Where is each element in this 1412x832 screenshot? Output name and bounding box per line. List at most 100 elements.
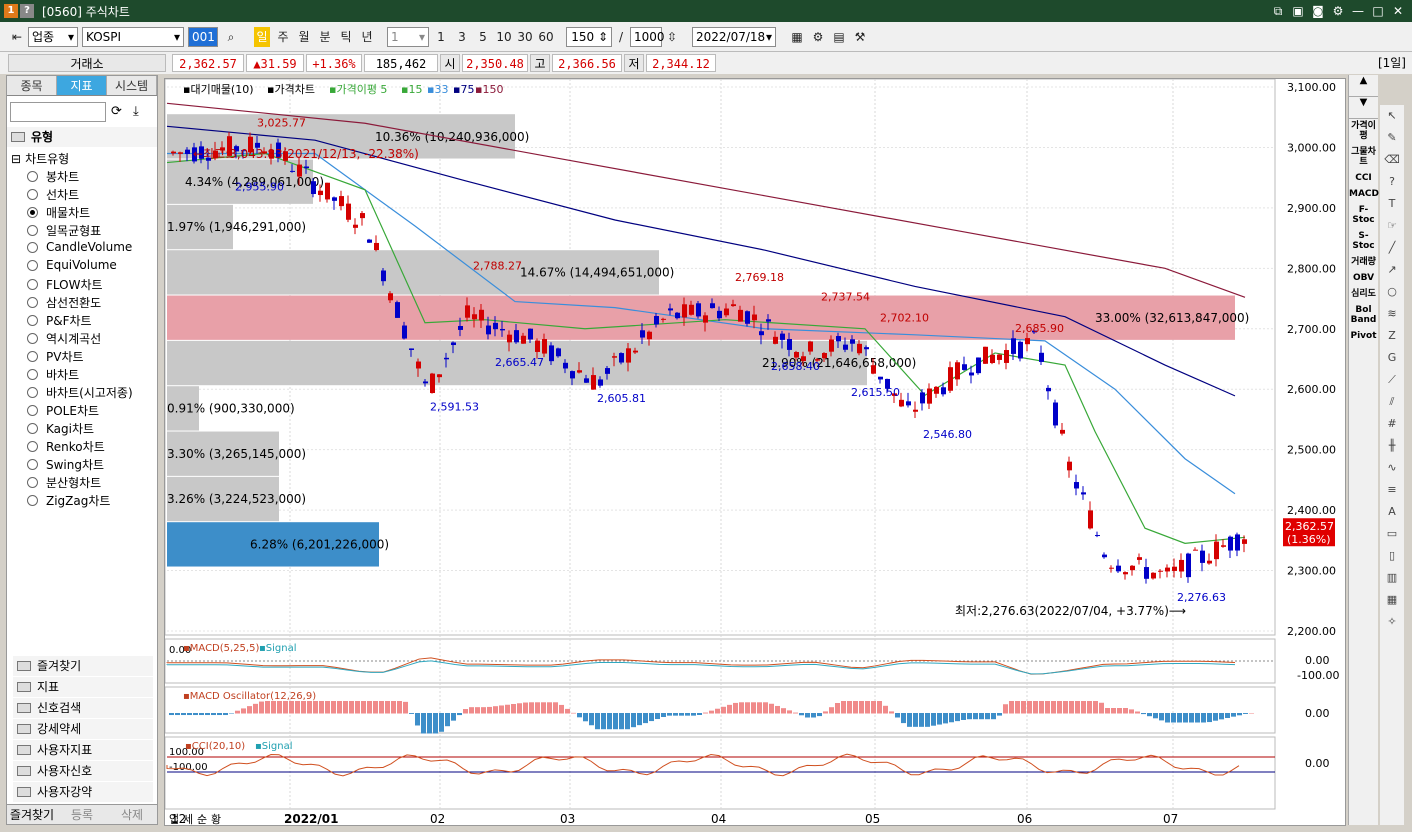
chart-type-item[interactable]: ZigZag차트 bbox=[27, 492, 110, 509]
tab-favorites[interactable]: 즐겨찾기 bbox=[9, 808, 55, 822]
folder-item[interactable]: 신호검색 bbox=[13, 698, 153, 718]
refresh-icon[interactable]: ⟳ bbox=[111, 104, 122, 119]
chart-type-item[interactable]: Swing차트 bbox=[27, 456, 104, 473]
indicator-button[interactable]: MACD bbox=[1349, 189, 1379, 199]
radio-icon[interactable] bbox=[27, 207, 38, 218]
stepper-icon[interactable]: ⇳ bbox=[666, 30, 678, 44]
grid-icon[interactable]: # bbox=[1387, 417, 1397, 430]
indicator-button[interactable]: Pivot bbox=[1350, 331, 1377, 341]
folder-item[interactable]: 즐겨찾기 bbox=[13, 656, 153, 676]
chart-type-item[interactable]: Renko차트 bbox=[27, 438, 105, 455]
interval-3[interactable]: 3 bbox=[458, 30, 466, 44]
ray-icon[interactable]: ↗ bbox=[1387, 263, 1397, 276]
print-icon[interactable]: ▤ bbox=[833, 30, 845, 44]
date-select[interactable]: 2022/07/18 ▾ bbox=[692, 27, 776, 47]
circle-icon[interactable]: ○ bbox=[1387, 285, 1397, 298]
total-input[interactable]: 1000 bbox=[630, 27, 665, 47]
section-type[interactable]: 유형 bbox=[7, 127, 157, 147]
level-icon[interactable]: ≡ bbox=[1387, 483, 1397, 496]
chart-type-item[interactable]: 바차트 bbox=[27, 366, 79, 383]
bar-chart-icon[interactable]: ▥ bbox=[1386, 571, 1398, 584]
text-icon[interactable]: T bbox=[1388, 197, 1396, 210]
interval-5[interactable]: 5 bbox=[479, 30, 487, 44]
radio-icon[interactable] bbox=[27, 225, 38, 236]
maximize-icon[interactable]: □ bbox=[1372, 4, 1384, 18]
chart-type-item[interactable]: 매물차트 bbox=[27, 204, 90, 221]
indicator-button[interactable]: 거래량 bbox=[1351, 257, 1376, 267]
period-week[interactable]: 주 bbox=[277, 30, 289, 44]
tab-indicators[interactable]: 지표 bbox=[57, 76, 107, 95]
pen-icon[interactable]: ✎ bbox=[1387, 131, 1397, 144]
gann-icon[interactable]: G bbox=[1387, 351, 1397, 364]
folder-item[interactable]: 지표 bbox=[13, 677, 153, 697]
filter-input[interactable] bbox=[10, 102, 106, 122]
indicator-button[interactable]: 그물차트 bbox=[1351, 147, 1376, 167]
wave-icon[interactable]: ∿ bbox=[1387, 461, 1397, 474]
indicator-button[interactable]: Bol Band bbox=[1350, 305, 1377, 325]
chart-type-item[interactable]: 역시계곡선 bbox=[27, 330, 101, 347]
index-select[interactable]: KOSPI ▾ bbox=[82, 27, 184, 47]
chart-type-item[interactable]: 일목균형표 bbox=[27, 222, 101, 239]
folder-item[interactable]: 사용자지표 bbox=[13, 740, 153, 760]
tab-system[interactable]: 시스템 bbox=[107, 76, 157, 95]
hand-icon[interactable]: ☞ bbox=[1387, 219, 1397, 232]
question-icon[interactable]: ? bbox=[1389, 175, 1395, 188]
period-tick[interactable]: 틱 bbox=[340, 30, 352, 44]
prev-icon[interactable]: ⇤ bbox=[11, 30, 23, 44]
interval-60[interactable]: 60 bbox=[538, 30, 554, 44]
folder-item[interactable]: 사용자강약 bbox=[13, 782, 153, 802]
save-icon[interactable]: ▣ bbox=[1292, 4, 1304, 18]
period-day[interactable]: 일 bbox=[254, 27, 270, 47]
line-icon[interactable]: ╱ bbox=[1388, 241, 1396, 254]
chart-type-item[interactable]: EquiVolume bbox=[27, 258, 117, 272]
auto-icon[interactable]: A bbox=[1388, 505, 1396, 518]
interval-select[interactable]: 1 ▾ bbox=[387, 27, 429, 47]
doc-icon[interactable]: ▯ bbox=[1388, 549, 1396, 562]
scroll-up-icon[interactable]: ▲ bbox=[1349, 75, 1378, 97]
indicator-button[interactable]: S-Stoc bbox=[1352, 231, 1375, 251]
interval-10[interactable]: 10 bbox=[496, 30, 512, 44]
radio-icon[interactable] bbox=[27, 441, 38, 452]
wrench-icon[interactable]: ✧ bbox=[1387, 615, 1397, 628]
radio-icon[interactable] bbox=[27, 369, 38, 380]
chart-type-item[interactable]: 봉차트 bbox=[27, 168, 79, 185]
radio-icon[interactable] bbox=[27, 387, 38, 398]
radio-icon[interactable] bbox=[27, 189, 38, 200]
indicator-button[interactable]: OBV bbox=[1352, 273, 1375, 283]
chart-type-item[interactable]: 분산형차트 bbox=[27, 474, 101, 491]
fibo-icon[interactable]: ≋ bbox=[1387, 307, 1397, 320]
radio-icon[interactable] bbox=[27, 477, 38, 488]
chart-svg[interactable]: 12 2022/01 02 03 04 05 06 07 3,100.00 3,000.00 2,9… bbox=[164, 78, 1347, 827]
cursor-icon[interactable]: ↖ bbox=[1387, 109, 1397, 122]
radio-icon[interactable] bbox=[27, 333, 38, 344]
chart-type-item[interactable]: P&F차트 bbox=[27, 312, 92, 329]
chart-type-item[interactable]: POLE차트 bbox=[27, 402, 99, 419]
radio-icon[interactable] bbox=[27, 259, 38, 271]
period-minute[interactable]: 분 bbox=[319, 30, 331, 44]
radio-icon[interactable] bbox=[27, 315, 38, 326]
radio-icon[interactable] bbox=[27, 297, 38, 308]
radio-icon[interactable] bbox=[27, 351, 38, 362]
search-icon[interactable]: ⌕ bbox=[227, 30, 235, 44]
indicator-button[interactable]: F-Stoc bbox=[1352, 205, 1375, 225]
count-input[interactable]: 150 ⇕ bbox=[566, 27, 612, 47]
chart-type-item[interactable]: 선차트 bbox=[27, 186, 79, 203]
cross-icon[interactable]: ╫ bbox=[1388, 439, 1396, 452]
radio-icon[interactable] bbox=[27, 405, 38, 416]
chart-type-item[interactable]: 삼선전환도 bbox=[27, 294, 101, 311]
help-icon[interactable]: ? bbox=[20, 4, 34, 18]
close-icon[interactable]: ✕ bbox=[1392, 4, 1404, 18]
chart-type-item[interactable]: CandleVolume bbox=[27, 240, 132, 254]
chart-type-item[interactable]: PV차트 bbox=[27, 348, 84, 365]
period-year[interactable]: 년 bbox=[361, 30, 373, 44]
folder-item[interactable]: 강세약세 bbox=[13, 719, 153, 739]
link-icon[interactable]: ⧉ bbox=[1273, 4, 1283, 18]
fan-icon[interactable]: ⟋ bbox=[1388, 373, 1396, 386]
download-icon[interactable]: ⤓ bbox=[133, 104, 139, 119]
settings-icon[interactable]: ⚙ bbox=[1332, 4, 1344, 18]
radio-icon[interactable] bbox=[27, 279, 38, 290]
folder-item[interactable]: 사용자신호 bbox=[13, 761, 153, 781]
calendar-icon[interactable]: ▦ bbox=[1386, 593, 1398, 606]
chart-type-item[interactable]: 바차트(시고저종) bbox=[27, 384, 133, 401]
radio-icon[interactable] bbox=[27, 171, 38, 182]
